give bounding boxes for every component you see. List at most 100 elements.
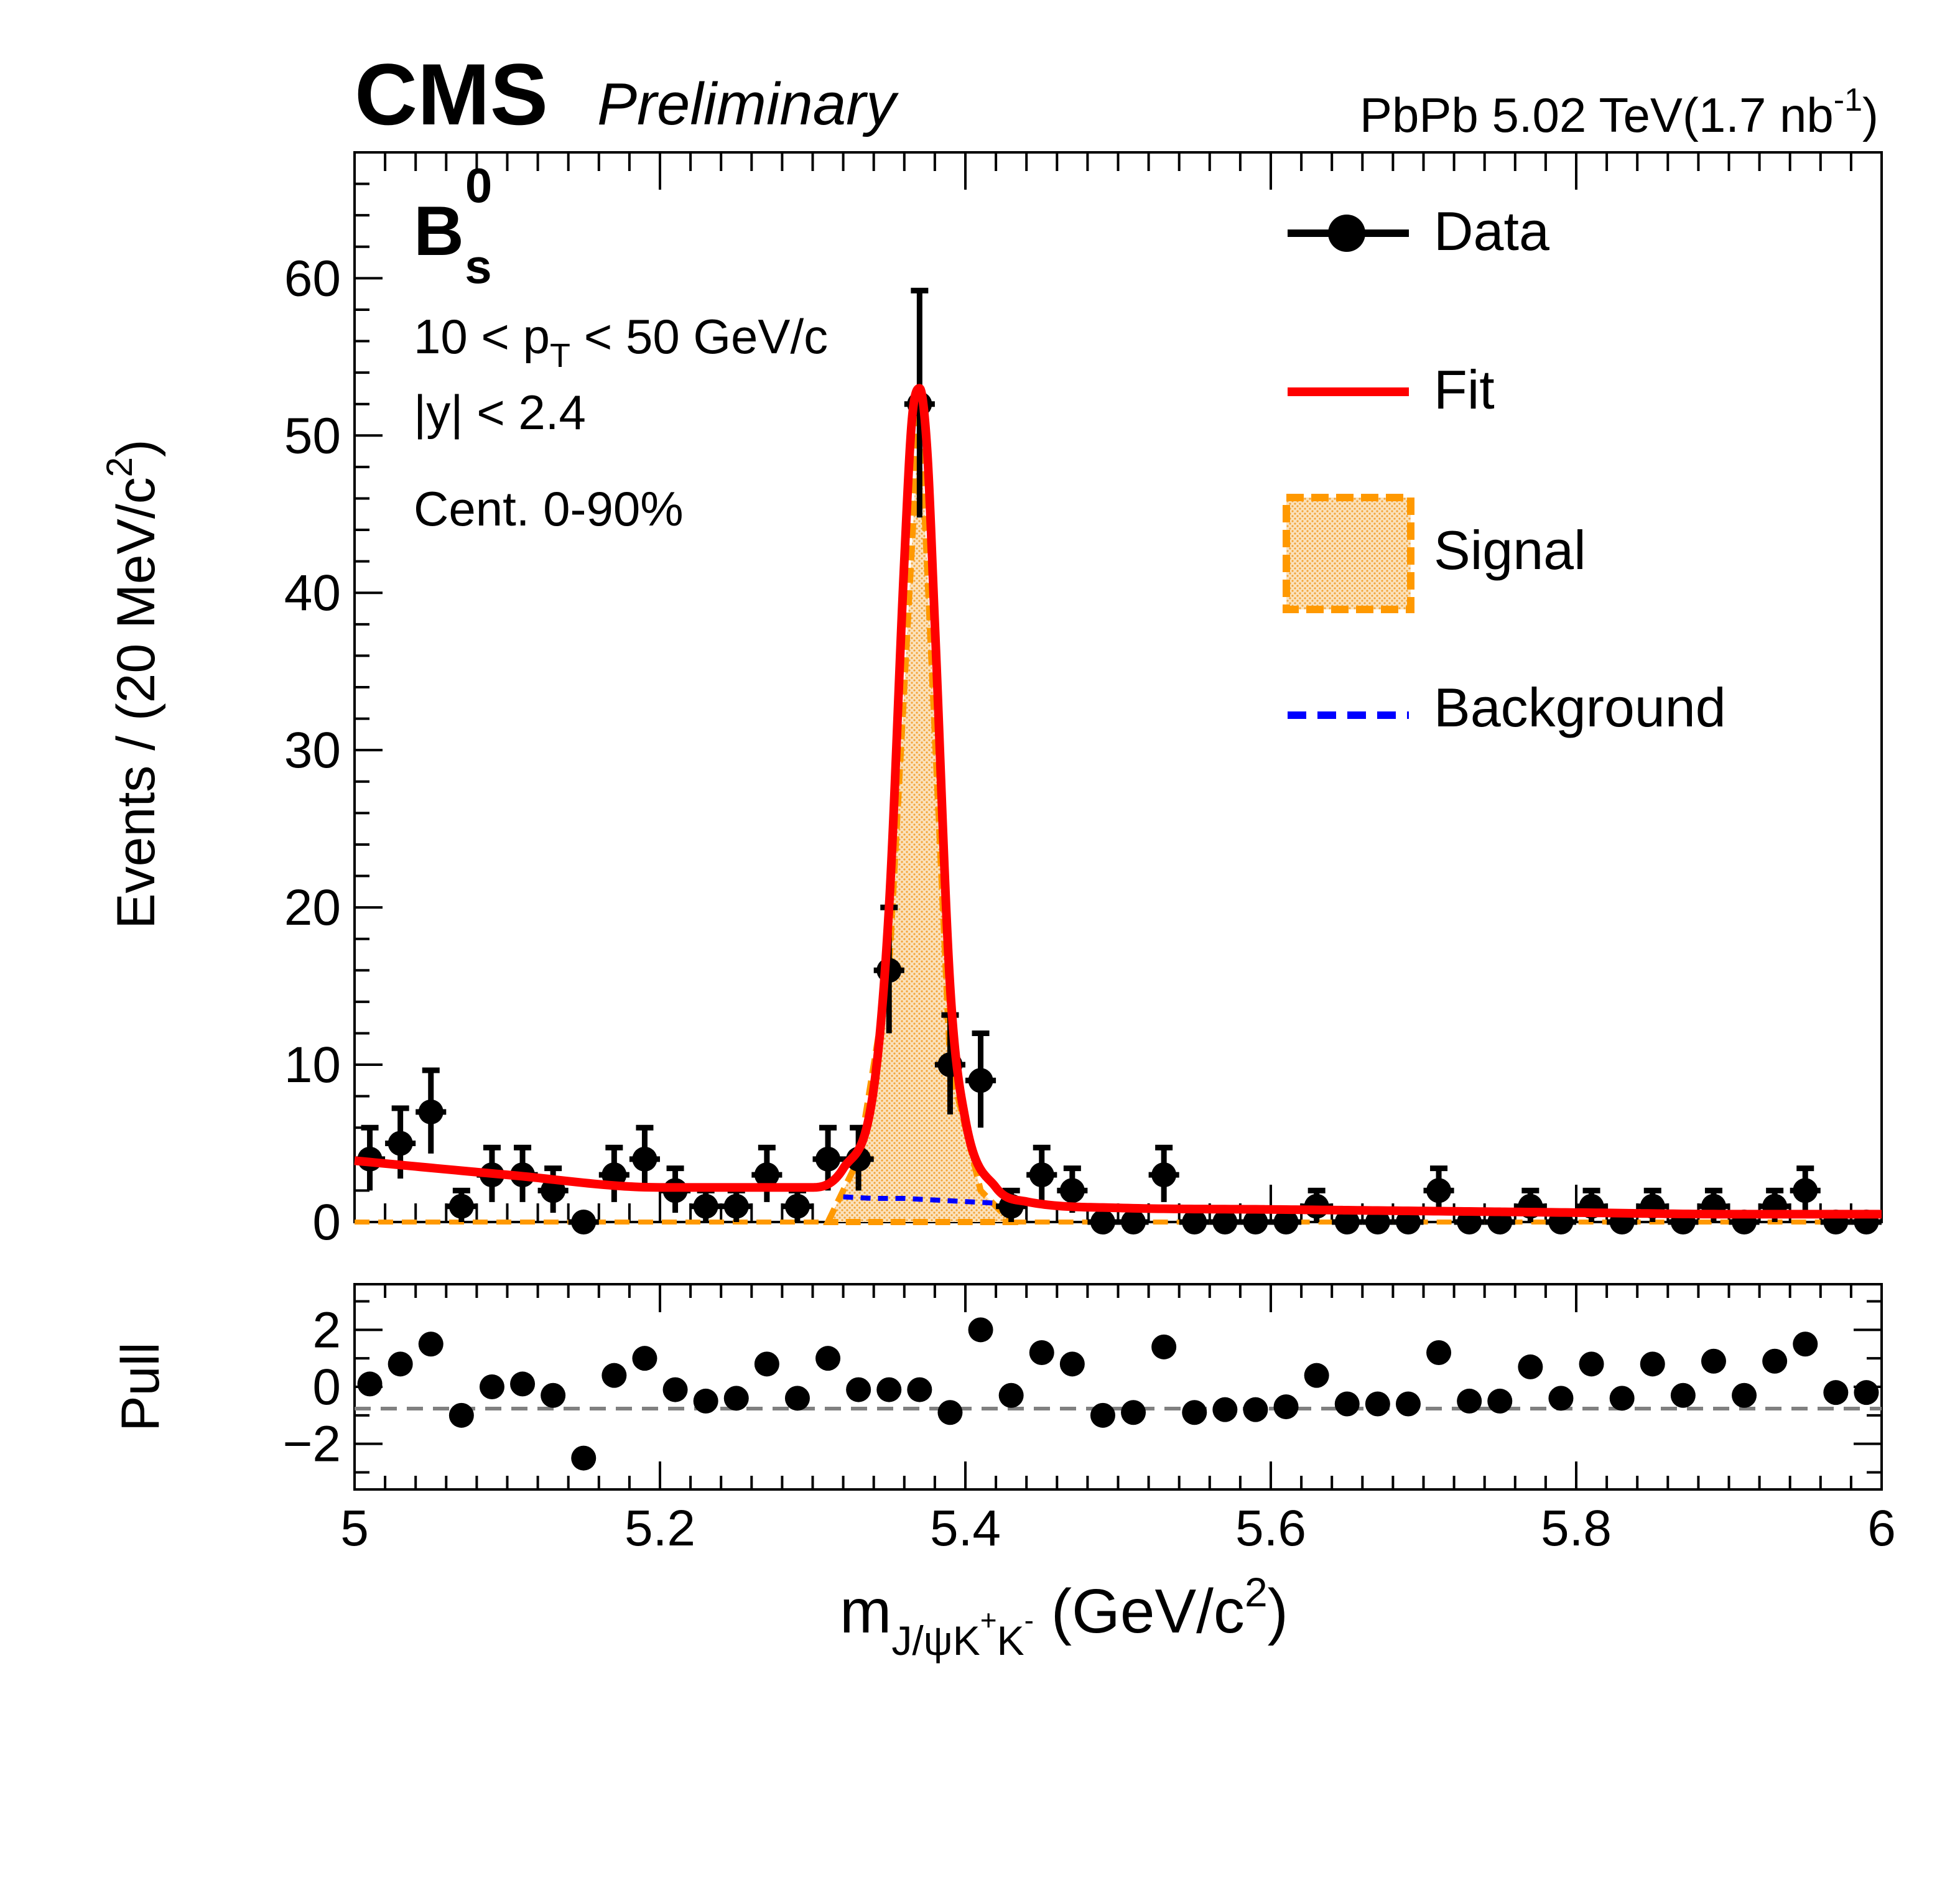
pull-y-tick-label: 0 — [312, 1359, 341, 1415]
x-tick-labels: 5 5.2 5.4 5.6 5.8 6 — [340, 1500, 1896, 1557]
data-point — [1212, 1210, 1238, 1234]
background-line — [843, 1194, 996, 1206]
pull-point — [1304, 1363, 1329, 1388]
pull-point — [1121, 1400, 1146, 1425]
pt-sub: T — [550, 337, 570, 374]
pull-point — [357, 1371, 383, 1397]
pull-point — [418, 1331, 444, 1357]
pull-point — [1426, 1340, 1452, 1365]
pull-point — [723, 1386, 749, 1411]
data-point — [784, 1193, 810, 1219]
y-tick-label: 30 — [284, 722, 341, 779]
pull-point — [1365, 1391, 1390, 1417]
pull-point — [998, 1382, 1024, 1408]
data-point — [1029, 1162, 1054, 1188]
x-tick-label: 5 — [340, 1500, 369, 1557]
pull-point — [479, 1374, 504, 1399]
pull-point — [1243, 1397, 1268, 1422]
x-axis-title-m: m — [840, 1577, 891, 1646]
particle-sub: s — [465, 239, 491, 294]
legend-signal-label: Signal — [1434, 519, 1586, 581]
data-point — [723, 1193, 749, 1219]
y-tick-label: 0 — [312, 1194, 341, 1251]
data-point — [1182, 1210, 1207, 1234]
pull-point — [1823, 1380, 1849, 1405]
data-point — [418, 1099, 444, 1124]
y-axis-title-main: Events / (20 MeV/c — [106, 477, 166, 929]
x-axis-title-unit: (GeV/c — [1034, 1577, 1245, 1646]
data-point — [1059, 1178, 1085, 1203]
pull-point — [1212, 1397, 1238, 1422]
pull-point — [1182, 1400, 1207, 1425]
pull-y-tick-label: −2 — [283, 1416, 341, 1473]
pull-point — [1487, 1388, 1513, 1414]
pull-point — [846, 1377, 871, 1402]
pull-point — [1090, 1402, 1115, 1428]
fit-curve — [354, 384, 1882, 1219]
legend: Data Fit Signal Background — [1283, 200, 1726, 738]
signal-area — [823, 404, 1019, 1225]
pull-point — [571, 1445, 597, 1471]
pull-point — [754, 1351, 779, 1377]
data-point — [388, 1131, 413, 1156]
pull-ticks — [353, 1284, 1883, 1489]
pull-point — [1029, 1340, 1054, 1365]
pull-point — [1579, 1351, 1604, 1377]
x-tick-label: 5.8 — [1541, 1500, 1612, 1557]
pt-pre: 10 < p — [414, 309, 550, 364]
pull-point — [1670, 1382, 1696, 1408]
pull-point — [1059, 1351, 1085, 1377]
y-tick-label: 50 — [284, 407, 341, 464]
x-axis-title-sub2: K — [997, 1618, 1024, 1664]
data-point — [968, 1068, 993, 1093]
pull-point — [693, 1388, 718, 1414]
pull-point — [937, 1400, 963, 1425]
x-tick-label: 6 — [1867, 1500, 1896, 1557]
data-point — [754, 1162, 779, 1188]
pull-point — [1762, 1348, 1788, 1374]
particle-sup: 0 — [465, 158, 492, 213]
legend-data-marker — [1328, 215, 1365, 252]
x-tick-label: 5.6 — [1235, 1500, 1306, 1557]
pull-point — [662, 1377, 688, 1402]
data-point — [693, 1193, 718, 1219]
experiment-label: CMS — [355, 45, 548, 143]
x-axis-title-sub1: J/ψK — [891, 1618, 980, 1664]
data-point — [632, 1146, 657, 1172]
pull-point — [1701, 1348, 1726, 1374]
x-axis-title-close: ) — [1268, 1577, 1288, 1646]
pull-point — [601, 1363, 627, 1388]
legend-data-label: Data — [1434, 200, 1549, 262]
pull-point — [1548, 1386, 1574, 1411]
data-point — [1334, 1210, 1360, 1234]
x-tick-label: 5.2 — [625, 1500, 695, 1557]
pull-point — [1334, 1391, 1360, 1417]
pull-point — [968, 1317, 993, 1343]
x-axis-title-unit-sup: 2 — [1245, 1569, 1268, 1615]
lumi-main: PbPb 5.02 TeV(1.7 nb — [1360, 88, 1834, 142]
pull-point — [1273, 1394, 1299, 1420]
data-point — [1243, 1210, 1268, 1234]
data-point — [1273, 1210, 1299, 1234]
y-axis-title: Events / (20 MeV/c2) — [100, 439, 166, 928]
pull-point — [1609, 1386, 1635, 1411]
pull-point — [1151, 1334, 1177, 1359]
pull-point — [784, 1386, 810, 1411]
pull-point — [1518, 1354, 1543, 1379]
pull-point — [1793, 1331, 1818, 1357]
particle-main: B — [414, 192, 464, 270]
pull-point — [632, 1346, 657, 1371]
pull-point — [388, 1351, 413, 1377]
lumi-label: PbPb 5.02 TeV(1.7 nb-1) — [1360, 82, 1879, 142]
y-axis-title-close: ) — [106, 439, 166, 457]
y-tick-label: 60 — [284, 250, 341, 307]
data-point — [1793, 1178, 1818, 1203]
pull-point — [448, 1402, 474, 1428]
y-axis-title-sup: 2 — [100, 457, 140, 477]
pull-point — [876, 1377, 902, 1402]
pull-layer — [357, 1317, 1879, 1471]
x-tick-label: 5.4 — [930, 1500, 1001, 1557]
data-point — [815, 1146, 841, 1172]
data-point — [1395, 1210, 1421, 1234]
